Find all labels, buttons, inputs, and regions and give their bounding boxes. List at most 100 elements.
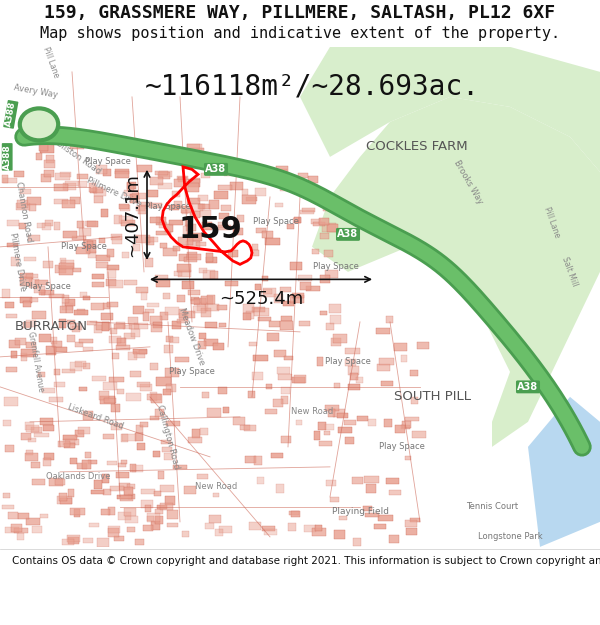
Bar	[151, 394, 162, 403]
Bar	[95, 322, 110, 330]
Bar	[100, 396, 115, 404]
Bar	[127, 183, 134, 191]
Bar	[26, 450, 33, 454]
Bar	[46, 154, 54, 163]
Bar	[233, 228, 244, 235]
Bar	[17, 200, 28, 208]
Bar	[304, 525, 316, 532]
Bar	[322, 223, 335, 232]
Bar	[97, 538, 109, 546]
Bar	[167, 511, 178, 519]
Bar	[170, 337, 179, 343]
Bar	[405, 521, 417, 527]
Bar	[107, 249, 114, 257]
Bar	[365, 484, 376, 493]
Bar	[97, 165, 107, 174]
Bar	[52, 341, 62, 347]
Bar	[317, 357, 323, 366]
Bar	[150, 363, 158, 369]
Bar	[187, 252, 197, 258]
Bar	[141, 499, 153, 508]
Bar	[190, 211, 200, 217]
Text: Map shows position and indicative extent of the property.: Map shows position and indicative extent…	[40, 26, 560, 41]
Text: A388: A388	[2, 144, 12, 170]
Bar	[240, 425, 250, 431]
Circle shape	[20, 108, 58, 141]
Bar	[166, 224, 173, 232]
Bar	[150, 217, 160, 223]
Bar	[128, 318, 138, 324]
Bar	[199, 341, 206, 349]
Bar	[320, 274, 330, 283]
Bar	[193, 204, 203, 211]
Bar	[46, 346, 56, 355]
Bar	[79, 181, 87, 188]
Bar	[298, 275, 312, 281]
Bar	[154, 491, 161, 496]
Bar	[59, 266, 73, 274]
Bar	[182, 210, 188, 214]
Bar	[345, 437, 355, 444]
Bar	[130, 371, 141, 377]
Bar	[289, 511, 299, 515]
Bar	[172, 191, 181, 197]
Bar	[283, 301, 294, 306]
Bar	[169, 205, 179, 210]
Bar	[68, 538, 79, 544]
Bar	[151, 521, 160, 530]
Bar	[53, 184, 68, 191]
Bar	[91, 303, 104, 311]
Bar	[182, 281, 194, 289]
Bar	[365, 513, 379, 518]
Bar	[381, 381, 392, 386]
Bar	[101, 313, 113, 321]
Bar	[137, 382, 150, 386]
Bar	[124, 487, 133, 494]
Bar	[242, 189, 248, 195]
Bar	[156, 231, 171, 236]
Bar	[155, 279, 170, 288]
Bar	[265, 409, 277, 414]
Bar	[288, 523, 296, 531]
Bar	[70, 323, 82, 331]
Bar	[151, 392, 157, 401]
Text: Contains OS data © Crown copyright and database right 2021. This information is : Contains OS data © Crown copyright and d…	[12, 556, 600, 566]
Bar	[187, 198, 200, 204]
Circle shape	[28, 116, 50, 133]
Bar	[173, 464, 187, 469]
Bar	[184, 311, 195, 318]
Bar	[319, 218, 329, 226]
Bar	[14, 338, 26, 346]
Bar	[155, 409, 164, 417]
Bar	[258, 317, 271, 321]
Bar	[111, 234, 122, 241]
Bar	[34, 286, 45, 293]
Bar	[21, 349, 36, 357]
Bar	[389, 535, 400, 542]
Bar	[11, 257, 19, 266]
Bar	[79, 387, 87, 391]
Bar	[163, 248, 178, 256]
Bar	[281, 436, 290, 443]
Bar	[130, 464, 136, 472]
Bar	[337, 412, 347, 418]
Bar	[333, 334, 347, 342]
Bar	[77, 463, 86, 469]
Bar	[278, 374, 292, 380]
Text: 159, GRASSMERE WAY, PILLMERE, SALTASH, PL12 6XF: 159, GRASSMERE WAY, PILLMERE, SALTASH, P…	[44, 4, 556, 22]
Bar	[146, 190, 158, 198]
Bar	[378, 515, 392, 521]
Bar	[41, 289, 53, 295]
Bar	[165, 368, 179, 377]
Bar	[386, 478, 400, 484]
Bar	[109, 280, 123, 288]
Bar	[181, 206, 191, 212]
Bar	[319, 441, 332, 446]
Bar	[136, 425, 143, 432]
Bar	[89, 183, 96, 192]
Bar	[103, 169, 110, 176]
Bar	[411, 397, 418, 404]
Text: Play Space: Play Space	[325, 357, 371, 366]
Bar	[299, 321, 310, 326]
Text: Play Space: Play Space	[61, 242, 107, 251]
